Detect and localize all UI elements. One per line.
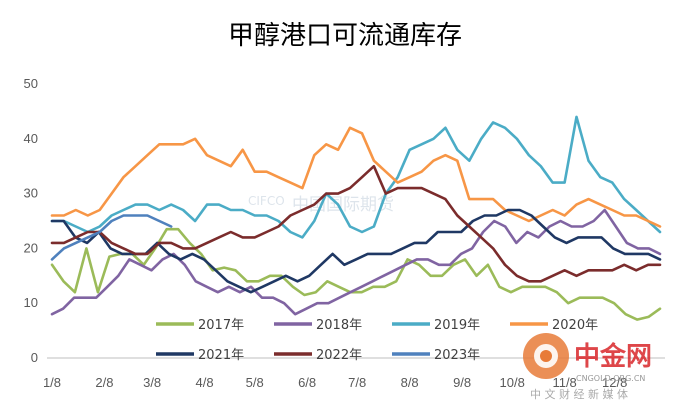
x-tick-labels: 1/8 2/8 3/8 4/8 5/8 6/8 7/8 8/8 9/8 10/8 11/8 12/8	[43, 375, 627, 390]
cifco-watermark-en: CIFCO	[248, 194, 285, 208]
x-tick-label: 8/8	[401, 375, 419, 390]
legend: 2017年 2018年 2019年 2020年 2021年 2022年 2023年	[156, 318, 598, 363]
legend-item: 2017年	[156, 318, 244, 333]
legend-item: 2021年	[156, 348, 244, 363]
y-tick-label: 0	[31, 350, 38, 365]
series-line-2023年	[50, 214, 173, 261]
x-tick-label: 5/8	[246, 375, 264, 390]
legend-item: 2018年	[274, 318, 362, 333]
x-tick-label: 1/8	[43, 375, 61, 390]
coin-logo-dot-icon	[540, 350, 552, 362]
series-line-2021年	[50, 208, 662, 294]
series-lines	[50, 115, 662, 321]
logo-subtitle: 中 文 财 经 新 媒 体	[530, 387, 628, 401]
x-tick-label: 2/8	[95, 375, 113, 390]
x-tick-label: 12/8	[602, 375, 627, 390]
legend-label: 2022年	[316, 348, 362, 363]
legend-label: 2020年	[552, 318, 598, 333]
logo-url: CNGOLD.ORG.CN	[576, 374, 645, 383]
legend-item: 2022年	[274, 348, 362, 363]
y-tick-label: 50	[24, 76, 38, 91]
y-tick-label: 40	[24, 131, 38, 146]
legend-label: 2019年	[434, 318, 480, 333]
legend-label: 2023年	[434, 348, 480, 363]
legend-label: 2021年	[198, 348, 244, 363]
x-tick-label: 6/8	[298, 375, 316, 390]
y-tick-labels: 0 10 20 30 40 50	[24, 76, 38, 365]
x-tick-label: 3/8	[143, 375, 161, 390]
legend-label: 2017年	[198, 318, 244, 333]
x-tick-label: 10/8	[500, 375, 525, 390]
x-tick-label: 7/8	[348, 375, 366, 390]
y-tick-label: 10	[24, 295, 38, 310]
series-line-2022年	[50, 164, 662, 283]
series-line-2018年	[50, 208, 662, 316]
series-line-2017年	[50, 227, 662, 321]
legend-item: 2020年	[510, 318, 598, 333]
legend-item: 2019年	[392, 318, 480, 333]
y-tick-label: 20	[24, 240, 38, 255]
legend-item: 2023年	[392, 348, 480, 363]
chart-title: 甲醇港口可流通库存	[228, 21, 462, 51]
x-tick-label: 11/8	[552, 375, 576, 390]
y-tick-label: 30	[24, 186, 38, 201]
x-tick-label: 9/8	[453, 375, 471, 390]
zhongjin-logo: 中金网 CNGOLD.ORG.CN 中 文 财 经 新 媒 体	[523, 333, 652, 401]
x-tick-label: 4/8	[196, 375, 214, 390]
legend-label: 2018年	[316, 318, 362, 333]
logo-text: 中金网	[574, 341, 652, 372]
series-line-2019年	[50, 115, 662, 239]
series-line-2020年	[50, 126, 662, 228]
